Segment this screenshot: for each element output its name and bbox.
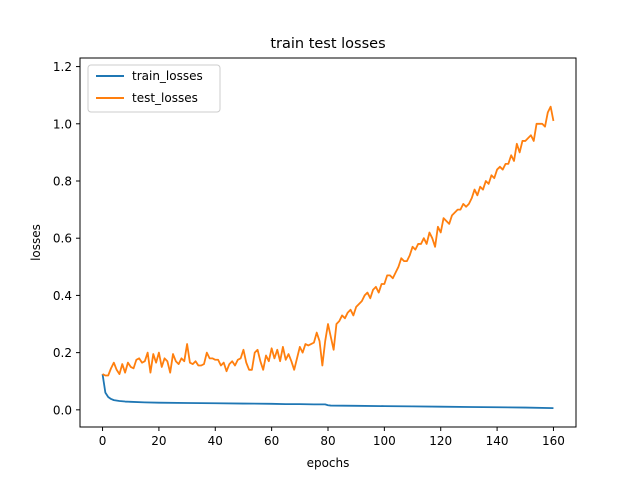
y-axis: 0.0 0.2 0.4 0.6 0.8 1.0 1.2 xyxy=(53,60,80,417)
legend-label-test-losses: test_losses xyxy=(132,91,198,105)
y-tick-label: 0.0 xyxy=(53,403,72,417)
plot-lines xyxy=(101,105,555,410)
y-tick-label: 0.6 xyxy=(53,232,72,246)
chart-title: train test losses xyxy=(270,36,385,52)
legend: train_losses test_losses xyxy=(87,64,221,113)
series-line-train-losses xyxy=(101,373,554,410)
legend-label-train-losses: train_losses xyxy=(132,69,203,83)
x-axis-label: epochs xyxy=(307,456,350,470)
x-axis: 0 20 40 60 80 100 120 140 160 xyxy=(99,427,565,448)
x-tick-label: 80 xyxy=(320,434,335,448)
x-tick-label: 100 xyxy=(373,434,396,448)
x-tick-label: 0 xyxy=(99,434,107,448)
y-tick-label: 0.2 xyxy=(53,346,72,360)
y-tick-label: 0.4 xyxy=(53,289,72,303)
y-tick-label: 0.8 xyxy=(53,175,72,189)
series-line-test-losses xyxy=(102,105,555,377)
y-tick-label: 1.2 xyxy=(53,60,72,74)
y-tick-label: 1.0 xyxy=(53,117,72,131)
x-tick-label: 120 xyxy=(429,434,452,448)
x-tick-label: 60 xyxy=(264,434,279,448)
x-tick-label: 140 xyxy=(486,434,509,448)
x-tick-label: 20 xyxy=(151,434,166,448)
y-axis-label: losses xyxy=(29,224,43,261)
x-tick-label: 40 xyxy=(208,434,223,448)
x-tick-label: 160 xyxy=(542,434,565,448)
